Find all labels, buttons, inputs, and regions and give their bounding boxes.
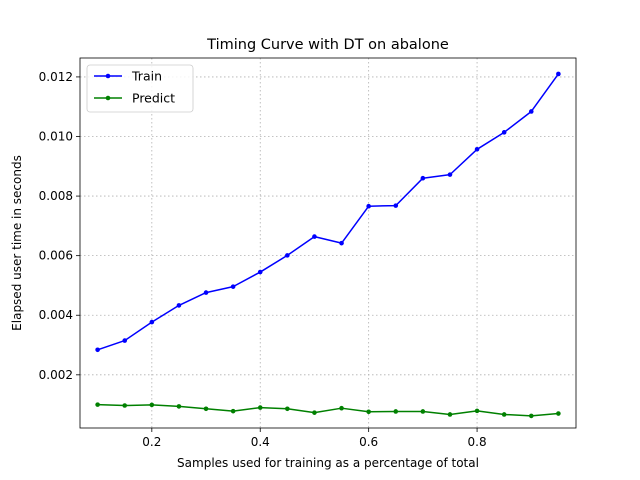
y-axis-label: Elapsed user time in seconds: [10, 155, 24, 331]
predict-data-point: [203, 406, 209, 412]
predict-data-point: [501, 412, 507, 417]
x-tick-label: 0.4: [251, 435, 270, 449]
tick-layer: 0.2 0.4 0.6 0.8 0.002 0.004 0.006 0.008 0.010 0.0…: [39, 70, 487, 449]
predict-data-point: [528, 413, 534, 419]
train-data-point: [176, 303, 182, 308]
x-axis-label: Samples used for training as a percentag…: [177, 456, 479, 470]
train-data-point: [149, 319, 155, 325]
train-data-point: [339, 240, 344, 246]
predict-data-point: [257, 405, 263, 410]
train-data-point: [528, 109, 534, 114]
train-data-point: [447, 172, 453, 177]
predict-data-point: [447, 412, 453, 417]
plot-frame: [79, 57, 577, 429]
y-tick-label: 0.012: [39, 70, 73, 84]
train-data-point: [420, 175, 426, 181]
train-series-line: [97, 73, 559, 351]
legend-predict-label: Predict: [132, 91, 175, 106]
legend-train-marker: [105, 73, 111, 79]
predict-series-line: [97, 403, 559, 417]
predict-data-point: [122, 403, 128, 408]
y-tick-label: 0.002: [39, 368, 73, 382]
predict-data-point: [312, 410, 317, 415]
x-tick-label: 0.8: [468, 435, 487, 449]
predict-data-point: [230, 408, 236, 414]
predict-data-point: [556, 411, 561, 416]
train-data-point: [95, 347, 100, 353]
predict-data-point: [285, 406, 290, 412]
predict-data-point: [95, 402, 100, 407]
train-data-point: [230, 284, 236, 289]
y-tick-label: 0.008: [39, 189, 73, 203]
x-tick-label: 0.2: [142, 435, 161, 449]
train-data-point: [122, 338, 128, 343]
x-tick-label: 0.6: [359, 435, 378, 449]
train-data-point: [366, 203, 371, 209]
predict-data-point: [474, 408, 480, 414]
train-data-point: [285, 253, 290, 258]
train-data-point: [474, 147, 480, 152]
train-data-point: [203, 290, 209, 295]
y-tick-label: 0.006: [39, 249, 73, 263]
predict-data-point: [339, 405, 344, 411]
predict-data-point: [366, 409, 371, 415]
y-tick-label: 0.010: [39, 129, 73, 143]
legend-train-label: Train: [131, 69, 162, 84]
legend-predict-marker: [105, 95, 111, 101]
predict-data-point: [420, 409, 426, 414]
y-tick-label: 0.004: [39, 308, 73, 322]
train-data-point: [501, 130, 507, 135]
predict-data-point: [393, 409, 399, 414]
grid-layer: [80, 58, 576, 428]
legend: Train Predict: [86, 64, 194, 113]
train-data-point: [556, 71, 561, 77]
train-data-point: [312, 234, 317, 239]
series-layer: [95, 71, 561, 419]
chart-title: Timing Curve with DT on abalone: [206, 37, 449, 53]
train-data-point: [257, 269, 263, 275]
predict-data-point: [149, 402, 155, 408]
train-data-point: [393, 203, 399, 208]
predict-data-point: [176, 404, 182, 409]
